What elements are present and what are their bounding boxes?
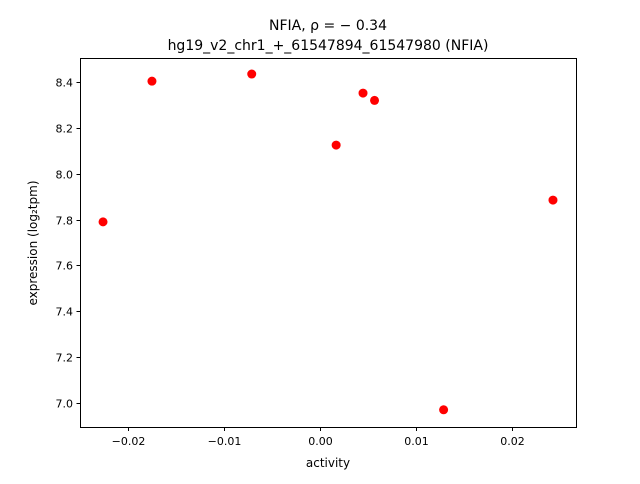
y-axis-label: expression (log₂tpm) [26,180,40,305]
x-tick-label: 0.01 [404,435,429,448]
y-tick-label: 8.0 [56,169,74,182]
chart-title-line1: NFIA, ρ = − 0.34 [269,18,387,34]
data-point [247,69,257,79]
data-point [331,140,341,150]
data-point [370,95,380,105]
data-point [548,195,558,205]
y-tick-label: 7.6 [56,260,74,273]
y-tick-label: 7.2 [56,352,74,365]
data-point [98,217,108,227]
y-tick-label: 8.4 [56,77,74,90]
y-tick-label: 7.0 [56,398,74,411]
x-tick-label: 0.00 [308,435,333,448]
y-tick-label: 8.2 [56,123,74,136]
x-tick-label: −0.01 [208,435,242,448]
data-point [439,405,449,415]
data-point [147,76,157,86]
y-tick-label: 7.4 [56,306,74,319]
plot-frame [80,58,577,428]
x-axis-label: activity [306,456,350,470]
chart-title-line2: hg19_v2_chr1_+_61547894_61547980 (NFIA) [168,38,489,54]
x-tick-label: 0.02 [500,435,525,448]
x-tick-label: −0.02 [112,435,146,448]
y-tick-label: 7.8 [56,215,74,228]
data-point [358,88,368,98]
